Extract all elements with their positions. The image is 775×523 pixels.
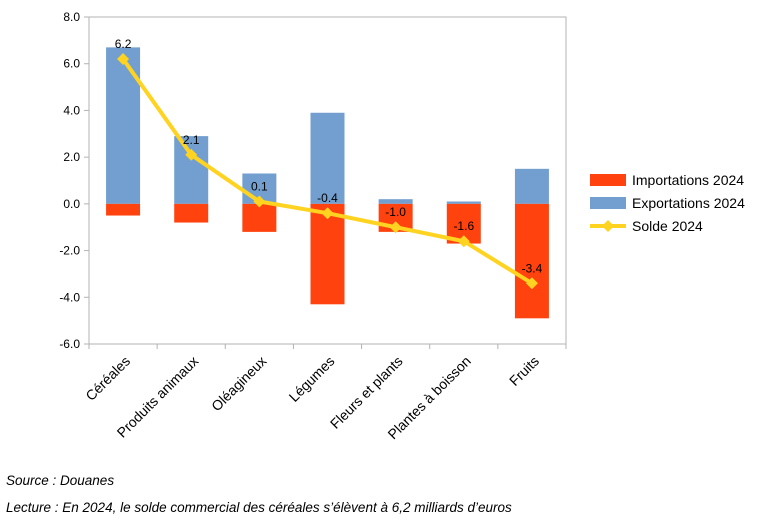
bar-exportations [106,47,141,204]
y-tick-label: 0.0 [63,197,80,211]
y-tick-label: 6.0 [63,57,80,71]
data-label: -1.6 [453,219,474,233]
bar-importations [310,203,345,305]
legend-label: Solde 2024 [632,218,703,234]
x-category-label: Légumes [286,353,338,405]
x-category-label: Céréales [82,353,133,404]
legend-label: Exportations 2024 [632,195,745,211]
x-category-label: Oléagineux [208,353,269,414]
x-category-label: Fleurs et plants [327,353,406,432]
solde-point [525,277,538,290]
y-tick-label: 4.0 [63,103,80,117]
chart: 8.0 6.0 4.0 2.0 0.0 -2.0 -4.0 -6.0 6.2 2.1 0.1 -0.… [59,10,745,442]
plot-area [88,16,567,345]
y-tick-label: 8.0 [63,10,80,24]
solde-point [253,195,266,208]
bar-importations [106,203,141,216]
data-label: -1.0 [385,205,406,219]
y-tick-label: -2.0 [59,244,80,258]
bar-importations [514,203,549,319]
bar-exportations [174,136,209,204]
legend-label: Importations 2024 [632,172,744,188]
bars [106,47,549,319]
bar-exportations [310,112,345,204]
data-label: -0.4 [317,191,338,205]
solde-point [117,53,130,66]
data-label: 2.1 [183,133,200,147]
solde-point [185,148,198,161]
legend-marker [602,220,614,232]
bar-exportations [514,168,549,204]
solde-line [117,53,538,290]
y-tick-label: 2.0 [63,150,80,164]
legend-swatch [590,197,626,209]
bar-importations [174,203,209,223]
bar-exportations [378,199,413,204]
solde-point [321,207,334,220]
legend-swatch [590,174,626,186]
legend: Importations 2024 Exportations 2024 Solde … [590,172,745,234]
reading-note: Lecture : En 2024, le solde commercial d… [6,500,512,515]
y-tick-label: -6.0 [59,337,80,351]
data-label: -3.4 [522,261,543,275]
solde-point [457,235,470,248]
y-axis: 8.0 6.0 4.0 2.0 0.0 -2.0 -4.0 -6.0 [59,10,567,351]
data-labels: 6.2 2.1 0.1 -0.4 -1.0 -1.6 -3.4 [115,37,543,275]
solde-point [389,221,402,234]
data-label: 6.2 [115,37,132,51]
data-label: 0.1 [251,180,268,194]
source-note: Source : Douanes [6,473,115,488]
x-category-label: Fruits [506,353,542,389]
y-tick-label: -4.0 [59,290,80,304]
bar-importations [242,203,277,232]
bar-exportations [446,201,481,204]
